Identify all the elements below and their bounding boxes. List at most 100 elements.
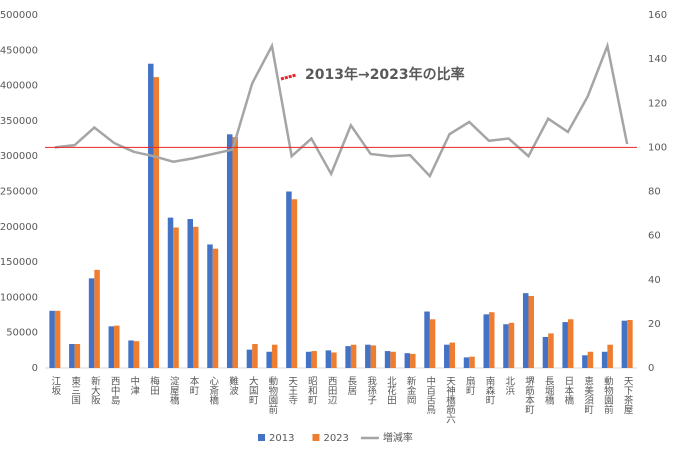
bar <box>503 324 509 368</box>
bar <box>88 278 95 368</box>
bar <box>187 219 193 368</box>
bar <box>232 137 238 368</box>
bar <box>522 293 529 368</box>
y-tick-label: 50000 <box>6 328 38 339</box>
x-tick-label: 昭和町 <box>306 376 318 405</box>
bar <box>173 227 179 368</box>
bar <box>390 351 396 368</box>
x-tick-label: 心斎橋 <box>207 376 219 405</box>
bar <box>607 344 613 368</box>
y-tick-label: 0 <box>32 363 38 374</box>
bar <box>74 343 81 368</box>
bar <box>587 351 594 368</box>
bar <box>193 226 199 368</box>
y2-tick-label: 100 <box>648 142 667 153</box>
y-tick-label: 250000 <box>0 187 38 198</box>
y-tick-label: 400000 <box>0 81 38 92</box>
legend-swatch <box>258 434 265 441</box>
x-tick-label: 北浜 <box>503 376 515 396</box>
bar <box>271 344 278 368</box>
x-tick-label: 我孫子 <box>365 376 377 405</box>
bar <box>266 351 272 368</box>
annotation-marker <box>280 73 297 81</box>
bar <box>286 191 292 368</box>
bar <box>114 325 120 368</box>
legend-swatch <box>312 434 320 441</box>
bar <box>542 336 549 368</box>
y-tick-label: 500000 <box>0 10 38 21</box>
y-tick-label: 300000 <box>0 151 38 162</box>
bar <box>582 355 588 368</box>
bar <box>469 356 475 368</box>
bar <box>128 340 134 368</box>
bar <box>226 134 233 368</box>
legend-label: 2023 <box>323 433 348 444</box>
bar <box>621 320 628 368</box>
bar <box>528 295 534 368</box>
x-tick-label: 天王寺 <box>286 376 298 405</box>
bar <box>463 357 470 368</box>
x-tick-label: 扇町 <box>464 375 476 395</box>
bar <box>567 319 574 368</box>
bar <box>429 319 436 368</box>
y2-tick-label: 40 <box>648 275 661 286</box>
x-tick-label: 難波 <box>227 375 239 396</box>
bar <box>548 333 554 368</box>
bar <box>94 269 100 368</box>
x-tick-label: 日本橋 <box>562 376 574 405</box>
x-tick-label: 動物園前 <box>266 376 278 415</box>
x-tick-label: 新大阪 <box>89 375 101 405</box>
bar <box>305 351 312 368</box>
x-tick-label: 天神橋筋六 <box>444 376 456 424</box>
bar <box>69 343 75 368</box>
bar <box>246 349 253 368</box>
bar <box>444 344 450 368</box>
bar <box>489 312 495 368</box>
x-tick-label: 梅田 <box>148 375 160 396</box>
bar <box>54 310 61 368</box>
bar <box>252 343 258 368</box>
bar <box>370 345 377 368</box>
bar <box>331 352 337 368</box>
x-tick-label: 東三国 <box>69 375 81 405</box>
bar <box>508 322 515 368</box>
bar <box>627 319 633 368</box>
x-tick-label: 動物園前 <box>602 376 614 415</box>
bar <box>424 311 430 368</box>
x-tick-label: 中百舌鳥 <box>424 375 436 415</box>
y-tick-label: 200000 <box>0 222 38 233</box>
bar <box>345 346 351 368</box>
bar <box>601 351 608 368</box>
x-tick-label: 本町 <box>188 375 200 395</box>
x-tick-label: 新金岡 <box>405 375 417 405</box>
x-tick-label: 大国町 <box>247 375 259 404</box>
legend-label: 増減率 <box>383 431 413 444</box>
bar <box>108 326 115 368</box>
x-tick-label: 恵美須町 <box>582 375 594 414</box>
bar <box>207 244 213 368</box>
y2-tick-label: 0 <box>648 363 654 374</box>
bar <box>291 199 298 368</box>
x-tick-label: 江坂 <box>49 376 61 396</box>
bar <box>153 77 160 369</box>
legend-label: 2013 <box>269 433 294 444</box>
y2-tick-label: 20 <box>648 319 661 330</box>
bar <box>350 344 357 368</box>
y2-tick-label: 140 <box>648 54 667 65</box>
annotation: 2013年→2023年の比率 <box>305 66 465 83</box>
bar <box>212 248 219 368</box>
bar <box>404 353 411 368</box>
bar <box>365 344 371 368</box>
x-tick-label: 南森町 <box>484 375 496 404</box>
bar <box>410 353 416 368</box>
x-tick-label: 堺筋本町 <box>523 375 535 414</box>
bar <box>148 63 154 369</box>
bar <box>562 322 568 368</box>
bar <box>311 351 317 368</box>
y2-tick-label: 60 <box>648 231 661 242</box>
bar <box>384 351 391 368</box>
y-tick-label: 350000 <box>0 116 38 127</box>
bar <box>49 310 55 368</box>
y-tick-label: 450000 <box>0 45 38 56</box>
